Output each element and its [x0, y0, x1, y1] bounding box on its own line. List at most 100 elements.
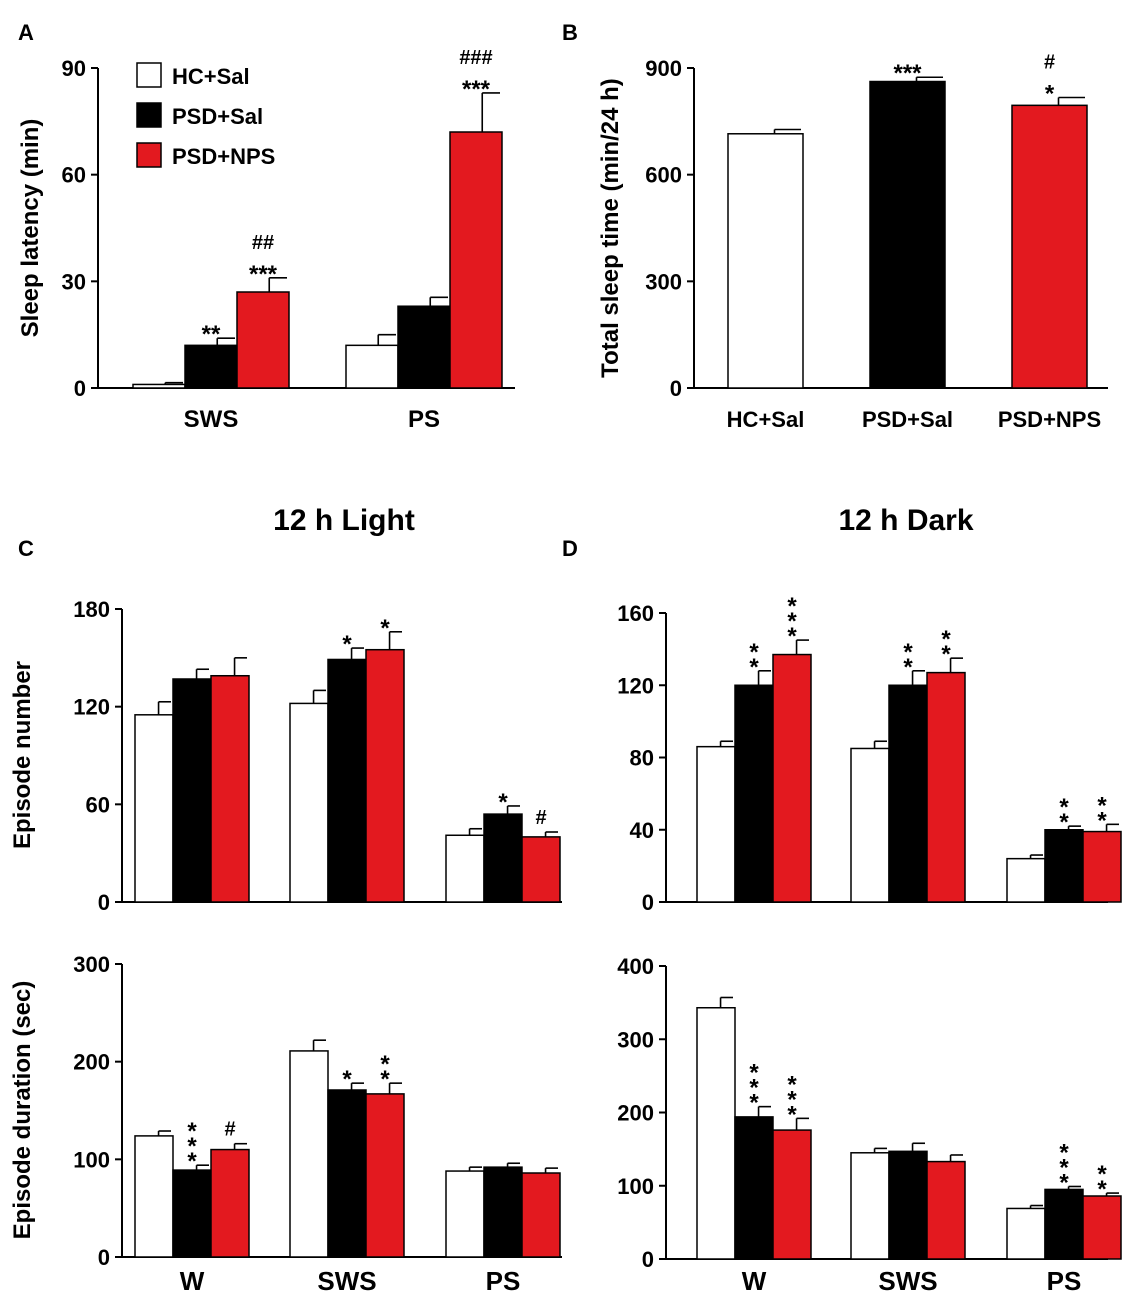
- bar-hc-sal: [1006, 857, 1046, 903]
- bar-hc-sal: [1006, 1207, 1046, 1260]
- x-tick-label: PSD+Sal: [862, 407, 953, 432]
- x-tick-label: PS: [408, 406, 440, 433]
- significance-mark: *: [941, 641, 951, 668]
- x-tick-label: W: [180, 1266, 205, 1296]
- bar-psd-nps: [365, 648, 405, 903]
- significance-mark: ##: [252, 232, 274, 254]
- panel-letter-c: C: [18, 536, 34, 561]
- bar-psd-nps: [236, 291, 290, 389]
- legend-label-psd-sal: PSD+Sal: [172, 104, 263, 129]
- chart-c: 0 60 120 180 Episode number * * * #: [9, 597, 562, 915]
- bar-psd-sal: [184, 344, 238, 389]
- y-axis-title: Episode duration (sec): [9, 981, 36, 1240]
- bar-hc-sal: [445, 1170, 485, 1258]
- significance-mark: *: [1097, 1176, 1107, 1203]
- bar-psd-sal: [888, 1150, 928, 1260]
- y-tick-label: 900: [645, 56, 682, 81]
- bar-hc-sal: [696, 745, 736, 903]
- bar-psd-nps: [926, 671, 966, 903]
- bar-psd-sal: [734, 1116, 774, 1260]
- x-tick-label: SWS: [184, 406, 239, 433]
- legend: HC+Sal PSD+Sal PSD+NPS: [136, 62, 275, 169]
- panel-c-title: 12 h Light: [273, 504, 415, 537]
- significance-mark: *: [498, 789, 508, 816]
- significance-mark: *: [749, 1090, 759, 1117]
- panel-d-title: 12 h Dark: [838, 504, 973, 537]
- significance-mark: *: [187, 1133, 197, 1160]
- significance-mark: *: [187, 1148, 197, 1175]
- y-tick-label: 80: [630, 746, 654, 771]
- significance-mark: *: [1097, 792, 1107, 819]
- y-tick-label: 200: [73, 1050, 110, 1075]
- significance-mark: *: [1045, 81, 1055, 108]
- y-tick-label: 100: [73, 1147, 110, 1172]
- significance-mark: *: [941, 626, 951, 653]
- significance-mark: *: [903, 639, 913, 666]
- bar-psd-sal: [327, 1089, 367, 1258]
- y-tick-label: 60: [62, 163, 86, 188]
- y-tick-label: 100: [617, 1174, 654, 1199]
- y-axis-title: Sleep latency (min): [17, 119, 44, 338]
- bar-psd-nps: [449, 131, 503, 389]
- y-tick-label: 120: [617, 673, 654, 698]
- y-tick-label: 300: [645, 269, 682, 294]
- bar-psd-sal: [1044, 829, 1084, 903]
- significance-mark: *: [380, 615, 390, 642]
- bar-psd-sal: [483, 813, 523, 903]
- y-tick-label: 160: [617, 601, 654, 626]
- bar-psd-nps: [926, 1160, 966, 1260]
- bar-hc-sal: [134, 1135, 174, 1258]
- significance-mark: *: [1097, 1161, 1107, 1188]
- significance-mark: **: [202, 321, 221, 348]
- y-tick-label: 180: [73, 597, 110, 622]
- y-tick-label: 120: [73, 695, 110, 720]
- panel-letter-a: A: [18, 20, 34, 45]
- bar-psd-sal: [888, 684, 928, 903]
- significance-mark: *: [787, 623, 797, 650]
- significance-mark: *: [749, 654, 759, 681]
- y-tick-label: 400: [617, 954, 654, 979]
- significance-mark: #: [535, 807, 546, 829]
- chart-b: 0 300 600 900 Total sleep time (min/24 h) HC+…: [597, 52, 1108, 432]
- y-tick-label: 0: [642, 1247, 654, 1272]
- significance-mark: *: [749, 639, 759, 666]
- x-tick-label: HC+Sal: [727, 407, 805, 432]
- legend-label-hc-sal: HC+Sal: [172, 64, 250, 89]
- bar-psd-nps: [772, 653, 812, 903]
- y-tick-label: 0: [642, 890, 654, 915]
- y-axis-title: Total sleep time (min/24 h): [597, 78, 624, 378]
- significance-mark: *: [1059, 1169, 1069, 1196]
- bar-psd-nps: [210, 1148, 250, 1258]
- y-tick-label: 60: [86, 792, 110, 817]
- chart-a: 0 30 60 90 Sleep latency (min) ** ## *** SWS ### *…: [17, 47, 515, 433]
- bar-psd-nps: [365, 1093, 405, 1258]
- significance-mark: *: [1059, 794, 1069, 821]
- bar-psd-nps: [1082, 1195, 1122, 1260]
- bar-hc-sal: [289, 702, 329, 903]
- legend-swatch-hc-sal: [136, 62, 162, 88]
- y-tick-label: 200: [617, 1101, 654, 1126]
- significance-mark: *: [1059, 1154, 1069, 1181]
- significance-mark: *: [342, 1066, 352, 1093]
- bar-hc-sal: [132, 383, 186, 389]
- y-tick-label: 0: [98, 1245, 110, 1270]
- bar-hc-sal: [727, 133, 804, 389]
- bar-psd-nps: [1011, 104, 1088, 389]
- bar-psd-sal: [172, 1169, 212, 1258]
- significance-mark: *: [787, 1086, 797, 1113]
- significance-mark: *: [1059, 1139, 1069, 1166]
- legend-swatch-psd-nps: [136, 142, 162, 168]
- y-tick-label: 90: [62, 56, 86, 81]
- y-tick-label: 0: [98, 890, 110, 915]
- x-tick-label: SWS: [317, 1266, 376, 1296]
- significance-mark: *: [787, 593, 797, 620]
- bar-psd-sal: [1044, 1188, 1084, 1260]
- bar-hc-sal: [850, 747, 890, 903]
- significance-mark: *: [342, 631, 352, 658]
- bar-hc-sal: [345, 344, 399, 389]
- bar-psd-sal: [172, 678, 212, 903]
